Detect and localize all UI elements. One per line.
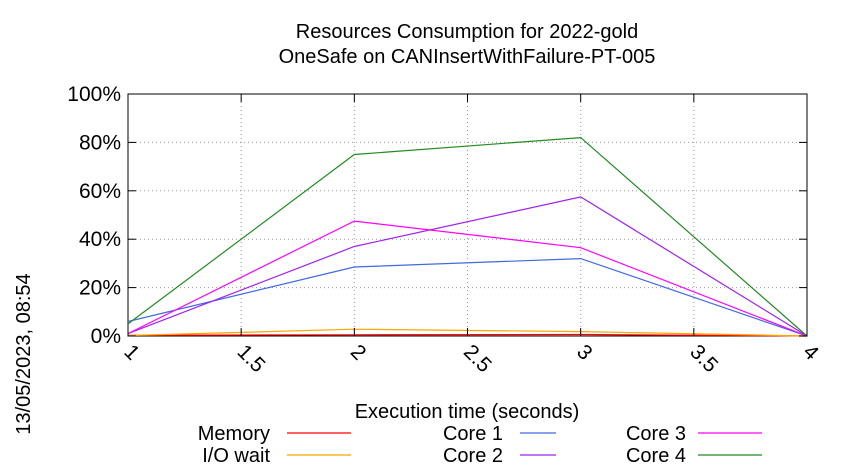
legend-label-memory: Memory (198, 423, 270, 445)
grid (128, 94, 807, 336)
y-tick-label: 40% (79, 228, 121, 251)
x-tick-label: 3 (572, 340, 597, 365)
y-axis-ticks: 0% 20% 40% 60% 80% 100% (67, 83, 807, 348)
y-tick-label: 20% (79, 277, 121, 300)
series-line-core-3 (127, 220, 808, 337)
series-line-core-2 (127, 196, 808, 337)
legend-label-core-2: Core 2 (443, 445, 503, 467)
x-tick-label: 4 (798, 340, 823, 365)
y-tick-label: 100% (67, 83, 121, 106)
legend-label-core-3: Core 3 (626, 423, 686, 445)
y-tick-label: 80% (79, 131, 121, 154)
series-line-core-4 (127, 136, 808, 337)
series-line-core-1 (127, 257, 808, 337)
x-tick-label: 2 (346, 340, 371, 365)
x-tick-label: 2.5 (459, 340, 496, 377)
y-tick-label: 0% (91, 325, 121, 348)
x-tick-label: 1 (119, 340, 144, 365)
legend-label-i-o-wait: I/O wait (202, 445, 270, 467)
legend-label-core-4: Core 4 (626, 445, 686, 467)
x-axis-label: Execution time (seconds) (355, 401, 580, 423)
x-tick-label: 3.5 (685, 340, 722, 377)
x-tick-label: 1.5 (233, 340, 270, 377)
timestamp-label: 13/05/2023, 08:54 (13, 273, 35, 434)
y-tick-label: 60% (79, 180, 121, 203)
legend-label-core-1: Core 1 (443, 423, 503, 445)
chart-title-line-2: OneSafe on CANInsertWithFailure-PT-005 (279, 46, 656, 68)
chart-title-line-1: Resources Consumption for 2022-gold (296, 21, 638, 43)
